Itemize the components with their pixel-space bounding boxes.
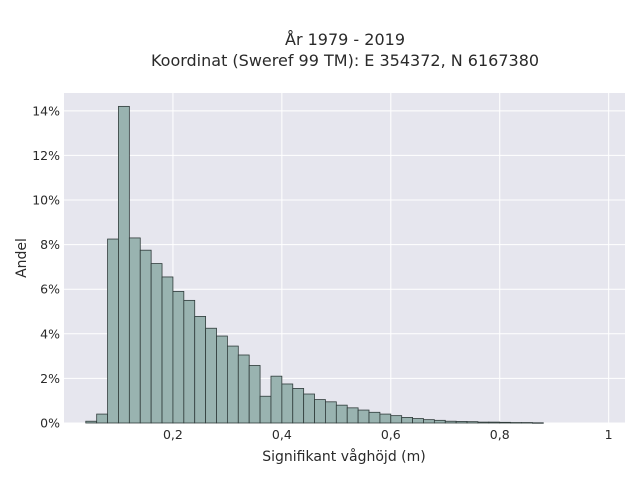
- y-tick-label: 8%: [40, 237, 60, 252]
- x-axis-ticks: 0,2 0,4 0,6 0,8 1: [163, 427, 613, 442]
- histogram-bar: [335, 404, 348, 424]
- x-tick-label: 0,8: [490, 427, 510, 442]
- histogram-bar: [85, 420, 98, 424]
- histogram-bar: [390, 415, 403, 424]
- histogram-bar: [368, 411, 381, 424]
- x-tick-label: 0,4: [272, 427, 292, 442]
- histogram-bar: [455, 421, 468, 424]
- y-tick-label: 2%: [40, 371, 60, 386]
- histogram-bar: [183, 299, 196, 424]
- y-tick-label: 10%: [32, 193, 60, 208]
- histogram-bars: [85, 105, 544, 424]
- histogram-bar: [401, 417, 413, 424]
- histogram-bar: [226, 345, 239, 424]
- histogram-bar: [292, 388, 305, 424]
- y-tick-label: 0%: [40, 416, 60, 431]
- histogram-bar: [118, 105, 130, 424]
- histogram-bar: [466, 421, 479, 424]
- histogram-bar: [346, 407, 359, 424]
- histogram-bar: [314, 399, 326, 424]
- histogram-bar: [281, 383, 294, 424]
- chart-title-line-1: År 1979 - 2019: [285, 30, 405, 49]
- chart-title-line-2: Koordinat (Sweref 99 TM): E 354372, N 61…: [151, 51, 539, 70]
- histogram-bar: [237, 354, 250, 424]
- histogram-bar: [172, 291, 185, 424]
- x-axis-title: Signifikant våghöjd (m): [262, 448, 425, 465]
- y-tick-label: 4%: [40, 326, 60, 341]
- x-tick-label: 0,6: [381, 427, 401, 442]
- histogram-bar: [205, 327, 217, 424]
- y-tick-label: 12%: [32, 148, 60, 163]
- histogram-bar: [488, 421, 501, 424]
- histogram-bar: [510, 422, 522, 424]
- histogram-bar: [128, 237, 141, 424]
- histogram-bar: [96, 413, 108, 424]
- histogram-bar: [150, 263, 163, 424]
- histogram-bar: [259, 395, 272, 424]
- histogram-bar: [325, 401, 337, 424]
- x-tick-label: 0,2: [163, 427, 183, 442]
- y-axis-ticks: 0% 2% 4% 6% 8% 10% 12% 14%: [32, 103, 60, 430]
- histogram-bar: [379, 413, 392, 424]
- histogram-bar: [444, 420, 457, 424]
- histogram-bar: [433, 419, 446, 424]
- histogram-bar: [423, 419, 435, 424]
- histogram-bar: [412, 418, 424, 424]
- y-tick-label: 14%: [32, 103, 60, 118]
- histogram-bar: [532, 422, 544, 424]
- histogram-bar: [303, 393, 315, 424]
- histogram-bar: [357, 409, 370, 424]
- histogram-bar: [499, 421, 512, 424]
- histogram-bar: [248, 365, 261, 424]
- histogram-bar: [161, 276, 174, 424]
- y-tick-label: 6%: [40, 282, 60, 297]
- x-tick-label: 1: [605, 427, 613, 442]
- histogram-bar: [216, 335, 228, 424]
- y-axis-title: Andel: [14, 238, 30, 278]
- histogram-bar: [107, 238, 119, 424]
- histogram-bar: [139, 249, 152, 424]
- histogram-bar: [477, 421, 490, 424]
- histogram-bar: [270, 375, 283, 424]
- histogram-bar: [521, 422, 533, 424]
- histogram-bar: [194, 316, 207, 424]
